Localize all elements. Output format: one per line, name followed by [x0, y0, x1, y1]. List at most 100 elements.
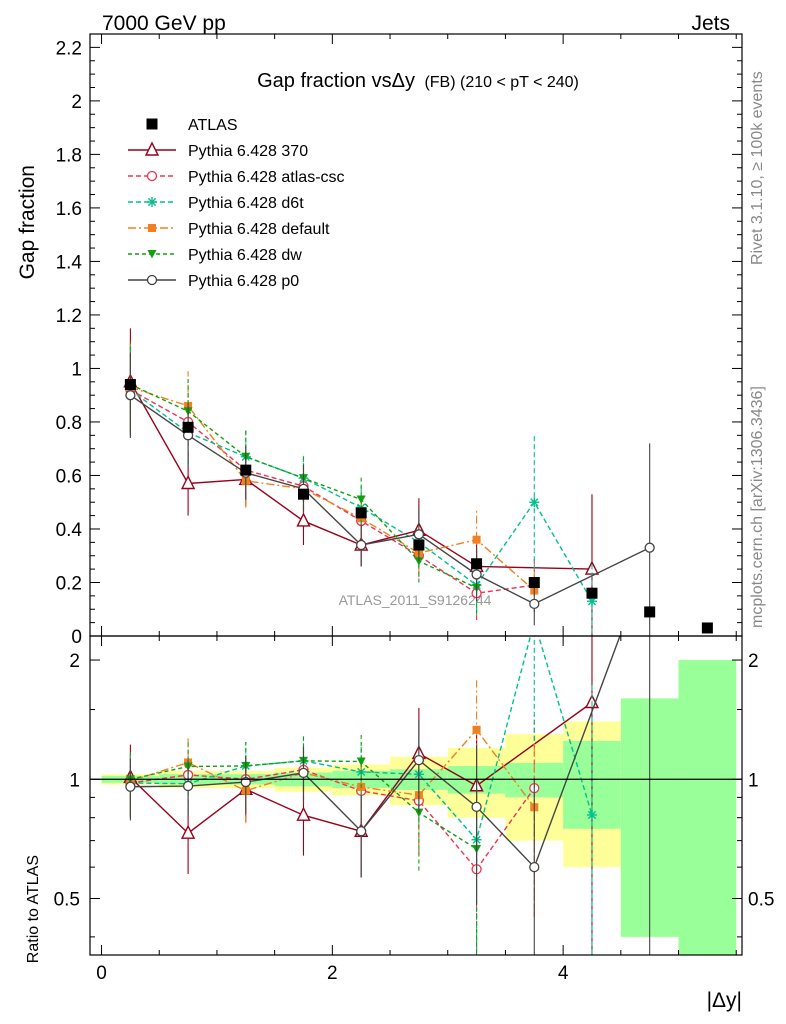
y-tick-label: 0.2 [56, 573, 82, 594]
ratio-line [130, 728, 535, 808]
ratio-tick-label-right: 2 [748, 651, 759, 672]
x-tick-label: 0 [96, 963, 107, 984]
data-point [180, 474, 196, 490]
legend-entry: ATLAS [146, 117, 238, 134]
ratio-tick-label: 0.5 [54, 889, 80, 910]
legend-marker [146, 170, 158, 182]
data-point [529, 497, 540, 508]
data-point [125, 390, 136, 401]
atlas-data-point [528, 576, 540, 588]
ratio-point [529, 861, 540, 873]
x-tick-label: 4 [558, 963, 569, 984]
data-point [471, 569, 482, 580]
band-green [678, 660, 737, 955]
legend-entry: Pythia 6.428 370 [128, 141, 308, 160]
data-point [356, 539, 367, 551]
ratio-point [356, 826, 367, 837]
atlas-data-point [297, 488, 309, 500]
ratio-point [356, 757, 366, 767]
ratio-point [472, 725, 481, 734]
legend-entry: Pythia 6.428 dw [128, 247, 302, 264]
series-line [130, 386, 535, 592]
legend-label: Pythia 6.428 default [188, 221, 330, 238]
y-axis-label-top: Gap fraction [16, 165, 39, 279]
atlas-data-point [355, 507, 367, 519]
ratio-tick-label: 2 [69, 651, 80, 672]
atlas-data-point [644, 606, 656, 618]
data-point [472, 535, 481, 544]
atlas-data-point [471, 558, 483, 570]
series-line [129, 394, 650, 605]
x-tick-label: 2 [327, 963, 338, 984]
top-panel-series [123, 328, 713, 636]
ratio-line [130, 769, 535, 871]
ratio-line [129, 701, 593, 835]
star-stroke [147, 197, 157, 207]
ratio-point [413, 754, 425, 766]
header-left: 7000 GeV pp [102, 12, 226, 35]
rivet-label: Rivet 3.1.10, ≥ 100k events [749, 71, 766, 265]
y-tick-label: 0 [71, 627, 82, 648]
chart-title-sub: (FB) (210 < pT < 240) [424, 74, 578, 91]
x-axis-label: |Δy| [707, 989, 742, 1012]
header-right: Jets [691, 12, 730, 35]
ratio-tick-label-right: 0.5 [748, 889, 774, 910]
legend-label: Pythia 6.428 dw [188, 247, 302, 264]
legend-marker [144, 141, 160, 156]
legend-marker [146, 118, 158, 130]
legend-entry: Pythia 6.428 p0 [128, 273, 299, 290]
series-line [129, 381, 592, 570]
atlas-data-point [701, 622, 713, 634]
mcplots-label: mcplots.cern.ch [arXiv:1306.3436] [749, 386, 766, 628]
chart-title: Gap fraction vsΔy (FB) (210 < pT < 240) [257, 70, 579, 92]
y-tick-label: 0.8 [56, 413, 82, 434]
data-point [296, 512, 311, 527]
ratio-panel-series [123, 636, 651, 955]
legend-entry: Pythia 6.428 default [128, 221, 330, 238]
y-tick-label: 0.6 [56, 466, 82, 487]
atlas-data-point [413, 539, 425, 551]
ratio-frame [89, 635, 743, 956]
watermark: ATLAS_2011_S9126244 [339, 592, 492, 608]
legend: ATLAS Pythia 6.428 370 Pythia 6.428 atlas-… [128, 117, 345, 290]
legend-marker [148, 224, 156, 232]
ratio-point [414, 808, 424, 818]
atlas-data [124, 378, 713, 634]
legend-marker [147, 197, 157, 207]
legend-marker [146, 274, 158, 286]
y-tick-label: 1.6 [56, 199, 82, 220]
ratio-point [586, 809, 597, 820]
legend-label: Pythia 6.428 370 [188, 143, 308, 160]
legend-label: Pythia 6.428 p0 [188, 273, 299, 290]
data-point [356, 495, 366, 505]
atlas-data-point [240, 464, 252, 476]
atlas-data-point [586, 587, 598, 599]
y-tick-label: 0.4 [56, 520, 83, 541]
y-tick-label: 1.4 [56, 252, 83, 273]
star-stroke [530, 498, 539, 507]
series-layer [123, 328, 713, 955]
y-tick-label: 1.8 [56, 145, 82, 166]
data-point [644, 542, 655, 553]
star-stroke [587, 810, 597, 820]
data-point [414, 557, 424, 566]
legend-label: Pythia 6.428 atlas-csc [188, 169, 345, 186]
y-tick-label: 1 [71, 359, 82, 380]
ratio-point [182, 780, 194, 792]
y-tick-label: 1.2 [56, 306, 82, 327]
ratio-series-5 [125, 636, 651, 955]
legend-marker [147, 250, 157, 259]
atlas-data-point [124, 378, 136, 390]
ratio-point [180, 824, 196, 839]
legend-label: Pythia 6.428 d6t [188, 195, 304, 212]
legend-label: ATLAS [188, 117, 238, 134]
atlas-data-point [182, 421, 194, 433]
data-point [413, 529, 425, 540]
star-stroke [587, 597, 597, 606]
y-axis-label-bottom: Ratio to ATLAS [25, 855, 42, 963]
ratio-point [296, 806, 311, 821]
ratio-point [298, 767, 309, 779]
ratio-tick-label-right: 1 [748, 770, 759, 791]
ratio-tick-label: 1 [69, 770, 80, 791]
